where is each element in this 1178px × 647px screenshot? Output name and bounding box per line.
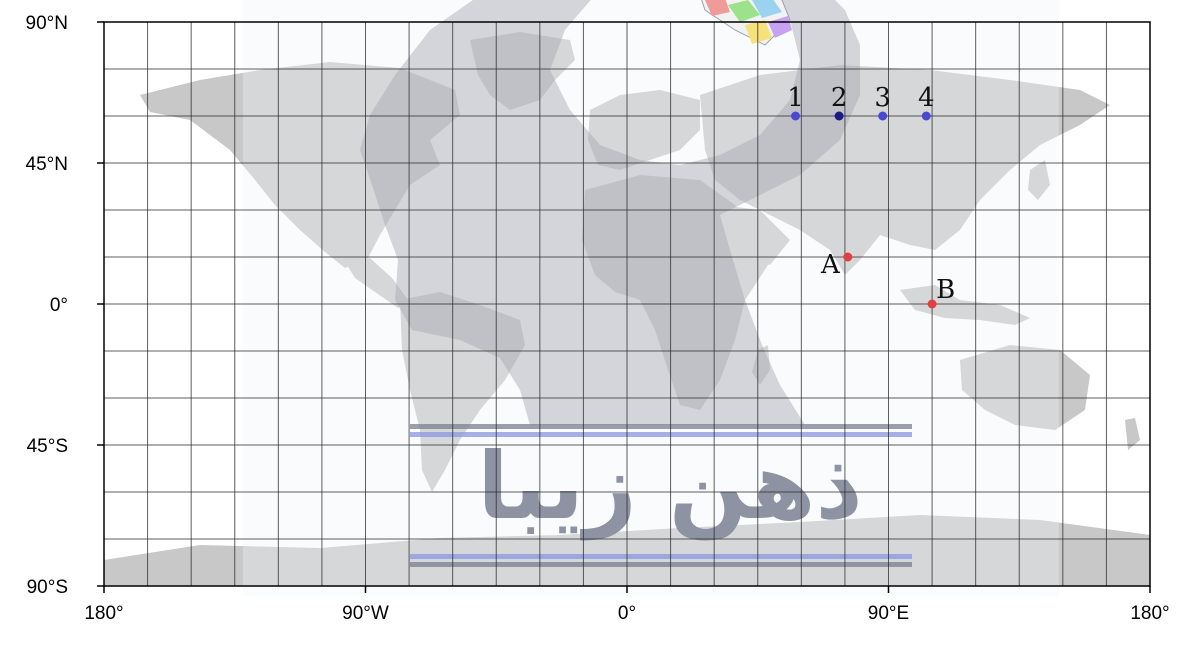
axis-ticks: 180° 90°W 0° 90°E 180° 90°N 45°N 0° 45°S 90°S <box>26 13 1170 624</box>
point-marker-a <box>843 252 853 262</box>
land-new-zealand <box>1125 418 1140 450</box>
watermark-backdrop <box>243 0 1059 596</box>
point-label-1: 1 <box>787 83 804 113</box>
x-tick-label: 180° <box>1130 603 1169 624</box>
watermark-text: ذهن زیبا <box>477 433 862 541</box>
graticule <box>104 22 1150 586</box>
watermark-bar-bottom-2 <box>410 562 912 567</box>
land-central-america <box>345 258 408 308</box>
point-label-4: 4 <box>918 83 935 113</box>
land-australia <box>960 345 1090 430</box>
land-asia <box>700 65 1110 275</box>
point-marker-3 <box>878 111 888 121</box>
y-tick-label: 0° <box>50 295 68 316</box>
land-north-america <box>140 62 460 268</box>
point-marker-4 <box>921 111 931 121</box>
point-label-a: A <box>820 250 841 280</box>
land-europe <box>588 90 700 170</box>
y-tick-label: 45°N <box>26 154 68 175</box>
y-tick-label: 90°S <box>27 577 68 598</box>
land-japan <box>1028 160 1050 200</box>
x-tick-label: 0° <box>618 603 636 624</box>
watermark-graphic: ذهن زیبا <box>243 0 1059 596</box>
point-marker-1 <box>791 111 801 121</box>
point-label-b: B <box>936 275 955 305</box>
x-tick-label: 90°W <box>342 603 389 624</box>
watermark-head-silhouette <box>360 0 860 425</box>
point-label-3: 3 <box>874 83 891 113</box>
watermark-bar-top-1 <box>410 424 912 429</box>
watermark-bar-top-2 <box>410 432 912 437</box>
point-marker-2 <box>834 111 844 121</box>
watermark-bar-bottom-1 <box>410 554 912 559</box>
y-tick-label: 45°S <box>27 436 68 457</box>
point-label-2: 2 <box>831 83 848 113</box>
marked-points: 1 2 3 4 A B <box>787 83 955 309</box>
point-marker-b <box>927 299 937 309</box>
land-south-america <box>400 292 525 492</box>
y-tick-label: 90°N <box>26 13 68 34</box>
x-tick-label: 180° <box>84 603 123 624</box>
land-madagascar <box>752 345 770 385</box>
land-arabia <box>720 205 790 265</box>
x-tick-label: 90°E <box>868 603 909 624</box>
